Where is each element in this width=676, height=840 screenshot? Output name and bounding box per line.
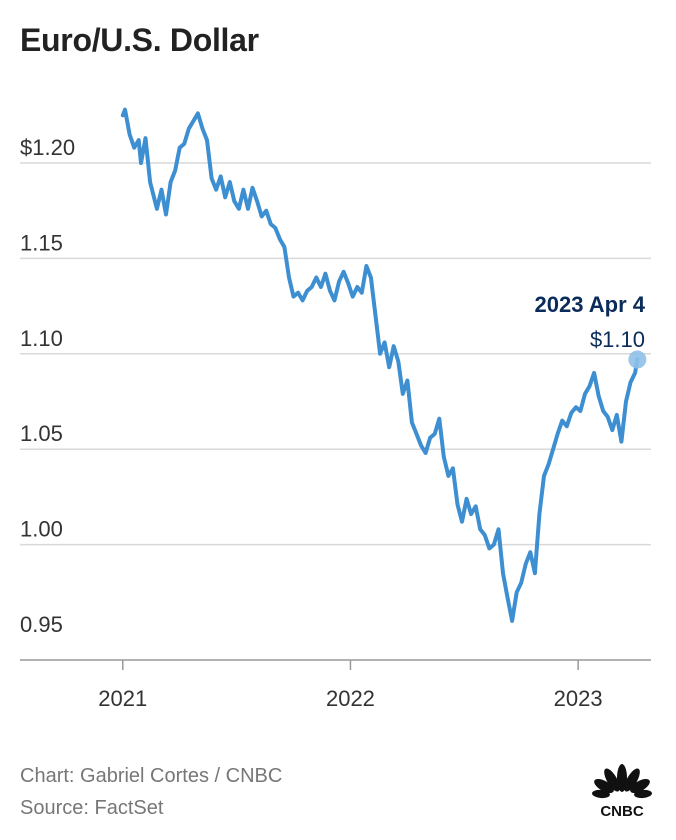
latest-value-marker — [628, 350, 647, 369]
y-tick-label: 1.15 — [20, 230, 63, 255]
x-tick-label: 2021 — [98, 686, 147, 711]
y-tick-label: 0.95 — [20, 612, 63, 637]
credit-line: Chart: Gabriel Cortes / CNBC — [20, 765, 283, 787]
x-tick-label: 2023 — [554, 686, 603, 711]
y-tick-label: 1.00 — [20, 517, 63, 542]
x-axis-ticks: 2021 2022 2023 — [98, 660, 603, 711]
cnbc-peacock-logo: CNBC — [592, 764, 652, 818]
x-tick-label: 2022 — [326, 686, 375, 711]
y-tick-label: 1.05 — [20, 421, 63, 446]
source-line: Source: FactSet — [20, 797, 164, 819]
gridlines — [20, 162, 651, 546]
cnbc-logo-wordmark: CNBC — [600, 803, 643, 818]
annotation-date: 2023 Apr 4 — [535, 292, 646, 317]
annotation-value: $1.10 — [590, 327, 645, 352]
y-tick-label: 1.10 — [20, 326, 63, 351]
series-line-eur-usd — [120, 107, 640, 623]
chart-credits: Chart: Gabriel Cortes / CNBC Source: Fac… — [20, 760, 282, 824]
y-axis-tick-labels: $1.20 1.15 1.10 1.05 1.00 0.95 — [20, 135, 75, 637]
chart-title: Euro/U.S. Dollar — [20, 22, 259, 58]
y-tick-label: $1.20 — [20, 135, 75, 160]
